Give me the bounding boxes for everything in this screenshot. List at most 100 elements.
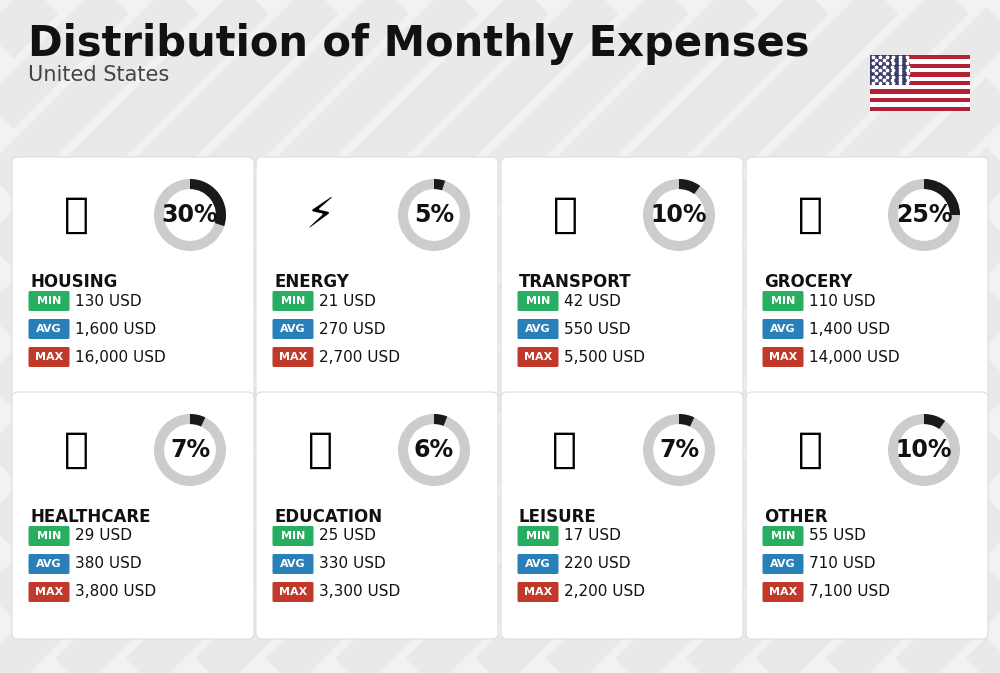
Text: 7%: 7%	[170, 438, 210, 462]
Text: 42 USD: 42 USD	[564, 293, 621, 308]
Text: 710 USD: 710 USD	[809, 557, 876, 571]
FancyBboxPatch shape	[870, 102, 970, 107]
FancyBboxPatch shape	[256, 157, 498, 404]
Text: Distribution of Monthly Expenses: Distribution of Monthly Expenses	[28, 23, 810, 65]
Text: MAX: MAX	[279, 352, 307, 362]
Text: MIN: MIN	[37, 296, 61, 306]
Text: MAX: MAX	[769, 352, 797, 362]
FancyBboxPatch shape	[870, 77, 970, 81]
Text: MAX: MAX	[35, 352, 63, 362]
Text: ⚡: ⚡	[305, 194, 335, 236]
Text: AVG: AVG	[280, 559, 306, 569]
Wedge shape	[679, 414, 694, 427]
FancyBboxPatch shape	[763, 319, 804, 339]
FancyBboxPatch shape	[272, 347, 314, 367]
Text: MAX: MAX	[769, 587, 797, 597]
FancyBboxPatch shape	[272, 582, 314, 602]
FancyBboxPatch shape	[272, 554, 314, 574]
Wedge shape	[888, 414, 960, 486]
Text: 5%: 5%	[414, 203, 454, 227]
Wedge shape	[154, 179, 226, 251]
Text: MIN: MIN	[771, 296, 795, 306]
Text: 7%: 7%	[659, 438, 699, 462]
Text: 10%: 10%	[651, 203, 707, 227]
FancyBboxPatch shape	[870, 55, 910, 85]
Text: 🛍️: 🛍️	[552, 429, 578, 471]
Text: 🏗️: 🏗️	[64, 194, 88, 236]
Wedge shape	[398, 414, 470, 486]
FancyBboxPatch shape	[12, 392, 254, 639]
FancyBboxPatch shape	[28, 319, 70, 339]
Text: MIN: MIN	[281, 296, 305, 306]
Text: 10%: 10%	[896, 438, 952, 462]
Text: United States: United States	[28, 65, 169, 85]
Text: 3,300 USD: 3,300 USD	[319, 584, 400, 600]
FancyBboxPatch shape	[763, 582, 804, 602]
Text: AVG: AVG	[36, 324, 62, 334]
Text: 55 USD: 55 USD	[809, 528, 866, 544]
FancyBboxPatch shape	[518, 291, 558, 311]
Text: HEALTHCARE: HEALTHCARE	[30, 508, 150, 526]
Text: HOUSING: HOUSING	[30, 273, 117, 291]
Text: OTHER: OTHER	[764, 508, 828, 526]
Text: 14,000 USD: 14,000 USD	[809, 349, 900, 365]
Wedge shape	[434, 179, 445, 190]
Text: 🛒: 🛒	[798, 194, 822, 236]
FancyBboxPatch shape	[870, 85, 970, 90]
FancyBboxPatch shape	[763, 291, 804, 311]
Text: 2,700 USD: 2,700 USD	[319, 349, 400, 365]
Text: 6%: 6%	[414, 438, 454, 462]
FancyBboxPatch shape	[28, 582, 70, 602]
FancyBboxPatch shape	[518, 526, 558, 546]
FancyBboxPatch shape	[870, 72, 970, 77]
FancyBboxPatch shape	[746, 392, 988, 639]
FancyBboxPatch shape	[272, 319, 314, 339]
Text: 5,500 USD: 5,500 USD	[564, 349, 645, 365]
FancyBboxPatch shape	[763, 526, 804, 546]
Text: 7,100 USD: 7,100 USD	[809, 584, 890, 600]
Text: 🚌: 🚌	[552, 194, 578, 236]
Text: 220 USD: 220 USD	[564, 557, 631, 571]
Text: EDUCATION: EDUCATION	[274, 508, 382, 526]
Text: MAX: MAX	[35, 587, 63, 597]
Text: 2,200 USD: 2,200 USD	[564, 584, 645, 600]
FancyBboxPatch shape	[746, 157, 988, 404]
Wedge shape	[888, 179, 960, 251]
FancyBboxPatch shape	[28, 526, 70, 546]
Text: AVG: AVG	[36, 559, 62, 569]
FancyBboxPatch shape	[518, 347, 558, 367]
FancyBboxPatch shape	[518, 582, 558, 602]
FancyBboxPatch shape	[28, 347, 70, 367]
Text: AVG: AVG	[770, 324, 796, 334]
FancyBboxPatch shape	[870, 59, 970, 64]
Text: MIN: MIN	[281, 531, 305, 541]
Text: MIN: MIN	[526, 531, 550, 541]
Text: MIN: MIN	[526, 296, 550, 306]
Text: 🎓: 🎓	[308, 429, 332, 471]
FancyBboxPatch shape	[870, 68, 970, 72]
Text: 25%: 25%	[896, 203, 952, 227]
Wedge shape	[398, 179, 470, 251]
Wedge shape	[190, 179, 226, 226]
Text: 270 USD: 270 USD	[319, 322, 386, 336]
FancyBboxPatch shape	[272, 291, 314, 311]
Wedge shape	[434, 414, 447, 426]
FancyBboxPatch shape	[870, 55, 970, 59]
Text: 110 USD: 110 USD	[809, 293, 876, 308]
Wedge shape	[679, 179, 700, 194]
Text: 380 USD: 380 USD	[75, 557, 142, 571]
Text: 17 USD: 17 USD	[564, 528, 621, 544]
Wedge shape	[190, 414, 205, 427]
Text: ENERGY: ENERGY	[274, 273, 349, 291]
Text: MIN: MIN	[37, 531, 61, 541]
FancyBboxPatch shape	[518, 554, 558, 574]
FancyBboxPatch shape	[272, 526, 314, 546]
FancyBboxPatch shape	[870, 64, 970, 68]
Text: 👛: 👛	[798, 429, 822, 471]
Text: AVG: AVG	[280, 324, 306, 334]
Text: MAX: MAX	[524, 352, 552, 362]
Text: 30%: 30%	[162, 203, 218, 227]
Wedge shape	[924, 179, 960, 215]
FancyBboxPatch shape	[870, 107, 970, 111]
FancyBboxPatch shape	[870, 98, 970, 102]
